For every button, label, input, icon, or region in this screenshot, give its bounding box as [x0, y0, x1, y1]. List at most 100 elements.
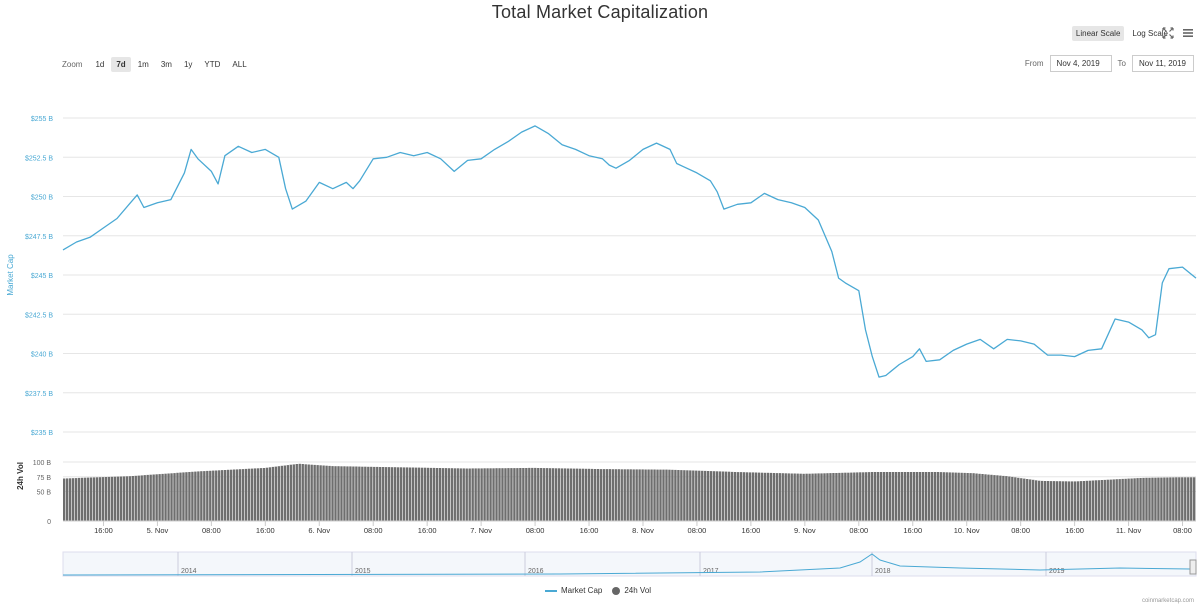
zoom-label: Zoom [62, 60, 83, 69]
legend-label-market-cap: Market Cap [561, 586, 603, 595]
volume-bar [1058, 481, 1062, 521]
zoom-3m-button[interactable]: 3m [160, 60, 172, 69]
volume-bar [396, 467, 400, 521]
zoom-1y-button[interactable]: 1y [183, 60, 193, 69]
volume-bar [158, 474, 161, 521]
y-tick-label: $250 B [31, 195, 54, 202]
zoom-7d-button[interactable]: 7d [111, 57, 131, 72]
volume-bar [1103, 479, 1106, 521]
volume-bar [268, 467, 272, 521]
volume-bar [322, 465, 325, 521]
hamburger-menu-icon[interactable] [1182, 27, 1194, 39]
zoom-all-button[interactable]: ALL [232, 60, 247, 69]
volume-bar [474, 468, 477, 521]
volume-bar [501, 468, 504, 521]
volume-bar [921, 472, 925, 521]
zoom-1m-button[interactable]: 1m [137, 60, 149, 69]
volume-bar [405, 467, 409, 521]
volume-bar [212, 470, 215, 521]
volume-bar [572, 468, 576, 521]
log-scale-button[interactable]: Log Scale [1132, 29, 1168, 38]
volume-bar [599, 469, 603, 521]
volume-bar [1043, 481, 1047, 521]
volume-bar [1130, 478, 1133, 521]
volume-bar [692, 470, 695, 521]
volume-bar [1067, 481, 1071, 521]
volume-bar [984, 474, 987, 521]
volume-bar [996, 475, 999, 521]
volume-bar [1014, 477, 1017, 521]
volume-bar [1011, 476, 1014, 521]
y-tick-label: $240 B [31, 352, 54, 359]
volume-bar [537, 468, 540, 521]
volume-bar [1178, 477, 1181, 521]
x-tick-label: 08:00 [1173, 526, 1192, 535]
volume-bar [504, 468, 507, 521]
volume-bar [850, 472, 853, 521]
volume-bar [522, 468, 525, 521]
zoom-1d-button[interactable]: 1d [95, 60, 105, 69]
navigator-line [62, 553, 1191, 576]
volume-bar [644, 469, 647, 521]
volume-bar [364, 466, 367, 521]
volume-bar [975, 473, 978, 521]
volume-bar [173, 473, 176, 521]
linear-scale-button[interactable]: Linear Scale [1071, 26, 1125, 41]
volume-bar [966, 473, 969, 521]
volume-bar [754, 472, 758, 521]
volume-bar [906, 472, 910, 521]
volume-bar [194, 471, 197, 521]
fullscreen-icon[interactable] [1162, 27, 1174, 39]
volume-bar [80, 477, 84, 521]
zoom-ytd-button[interactable]: YTD [204, 60, 221, 69]
volume-bar [528, 467, 531, 521]
volume-bar [581, 468, 585, 521]
volume-bar [462, 468, 465, 521]
volume-bar [554, 468, 558, 521]
volume-bar [247, 468, 251, 521]
volume-bar [948, 472, 951, 521]
volume-bar [420, 467, 424, 521]
volume-bar [978, 473, 981, 521]
from-date-input[interactable]: Nov 4, 2019 [1049, 55, 1112, 72]
legend-item-volume[interactable]: 24h Vol [612, 586, 651, 595]
volume-bar [221, 470, 224, 521]
volume-bar [972, 473, 975, 521]
volume-bar [993, 475, 996, 521]
volume-bar [310, 464, 313, 521]
volume-bar [304, 464, 307, 521]
x-tick-label: 8. Nov [632, 526, 654, 535]
volume-bar [295, 464, 298, 521]
to-date-input[interactable]: Nov 11, 2019 [1132, 55, 1194, 72]
navigator-year-label: 2015 [355, 568, 371, 575]
volume-bar [954, 472, 957, 521]
volume-bar [438, 468, 442, 521]
volume-bar [748, 472, 752, 521]
volume-bar [593, 469, 597, 521]
volume-bar [387, 467, 391, 521]
volume-bar [701, 470, 704, 521]
volume-bar [704, 470, 707, 521]
volume-bar [814, 473, 817, 521]
volume-bar [531, 467, 534, 521]
volume-bar [161, 473, 164, 521]
legend-item-market-cap[interactable]: Market Cap [545, 586, 602, 595]
legend: Market Cap 24h Vol [545, 586, 651, 595]
volume-bar [471, 468, 474, 521]
volume-bar [367, 466, 370, 521]
credit-text: coinmarketcap.com [1141, 598, 1194, 604]
volume-bar [769, 472, 773, 521]
volume-bar [423, 467, 427, 521]
volume-bar [551, 468, 555, 521]
volume-bar [1020, 478, 1023, 521]
volume-bar [450, 468, 453, 521]
volume-bar [1055, 481, 1059, 521]
volume-bar [611, 469, 614, 521]
volume-bar [92, 477, 96, 521]
navigator-year-label: 2014 [181, 568, 197, 575]
volume-bar [182, 472, 185, 521]
volume-bar [382, 467, 385, 521]
volume-bar [981, 474, 984, 521]
volume-bar [143, 475, 146, 521]
